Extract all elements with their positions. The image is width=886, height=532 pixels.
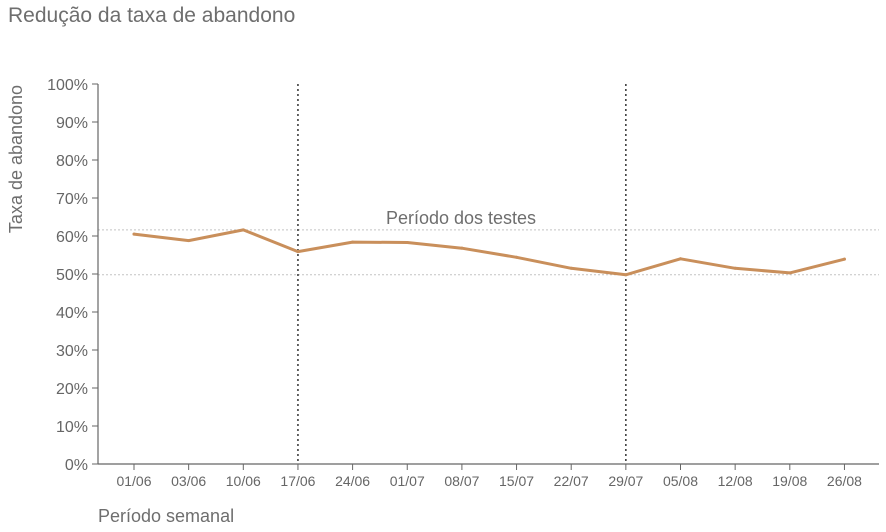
- data-point: [733, 266, 737, 270]
- x-tick-label: 29/07: [608, 473, 643, 489]
- data-point: [187, 239, 191, 243]
- data-point: [842, 257, 846, 261]
- series: [132, 228, 846, 277]
- x-tick-label: 22/07: [554, 473, 589, 489]
- data-point: [788, 271, 792, 275]
- y-tick-label: 40%: [56, 305, 88, 322]
- x-tick-label: 01/07: [390, 473, 425, 489]
- data-point: [515, 255, 519, 259]
- data-point: [569, 266, 573, 270]
- y-tick-label: 90%: [56, 115, 88, 132]
- y-axis-title: Taxa de abandono: [6, 85, 26, 233]
- data-point: [296, 250, 300, 254]
- x-tick-label: 05/08: [663, 473, 698, 489]
- chart-title: Redução da taxa de abandono: [8, 4, 296, 27]
- x-tick-label: 19/08: [772, 473, 807, 489]
- series-line: [132, 228, 846, 277]
- data-point: [241, 228, 245, 232]
- y-tick-label: 20%: [56, 381, 88, 398]
- data-point: [405, 240, 409, 244]
- data-point: [624, 273, 628, 277]
- test-period-markers: [297, 84, 627, 464]
- data-point: [132, 232, 136, 236]
- y-tick-label: 30%: [56, 343, 88, 360]
- x-tick-label: 12/08: [718, 473, 753, 489]
- data-point: [679, 257, 682, 261]
- y-tick-label: 0%: [65, 457, 88, 474]
- x-tick-label: 10/06: [226, 473, 261, 489]
- test-period-label: Período dos testes: [386, 208, 536, 228]
- x-tick-label: 01/06: [116, 473, 151, 489]
- y-tick-label: 100%: [47, 77, 88, 94]
- x-tick-label: 26/08: [827, 473, 862, 489]
- data-point: [460, 246, 464, 250]
- y-tick-label: 80%: [56, 153, 88, 170]
- x-tick-label: 24/06: [335, 473, 370, 489]
- x-ticks: 01/06 03/06 10/06 17/06 24/06 01/07 08/07 15/07…: [116, 464, 862, 489]
- x-tick-label: 08/07: [444, 473, 479, 489]
- x-axis-title: Período semanal: [98, 506, 234, 526]
- y-tick-label: 60%: [56, 229, 88, 246]
- x-tick-label: 03/06: [171, 473, 206, 489]
- axes: [97, 84, 879, 465]
- data-point: [351, 240, 355, 244]
- x-tick-label: 17/06: [280, 473, 315, 489]
- y-tick-label: 50%: [56, 267, 88, 284]
- y-tick-label: 70%: [56, 191, 88, 208]
- y-ticks: 0% 10% 20% 30% 40% 50% 60% 70% 80% 90% 100%: [47, 77, 98, 474]
- x-tick-label: 15/07: [499, 473, 534, 489]
- y-tick-label: 10%: [56, 419, 88, 436]
